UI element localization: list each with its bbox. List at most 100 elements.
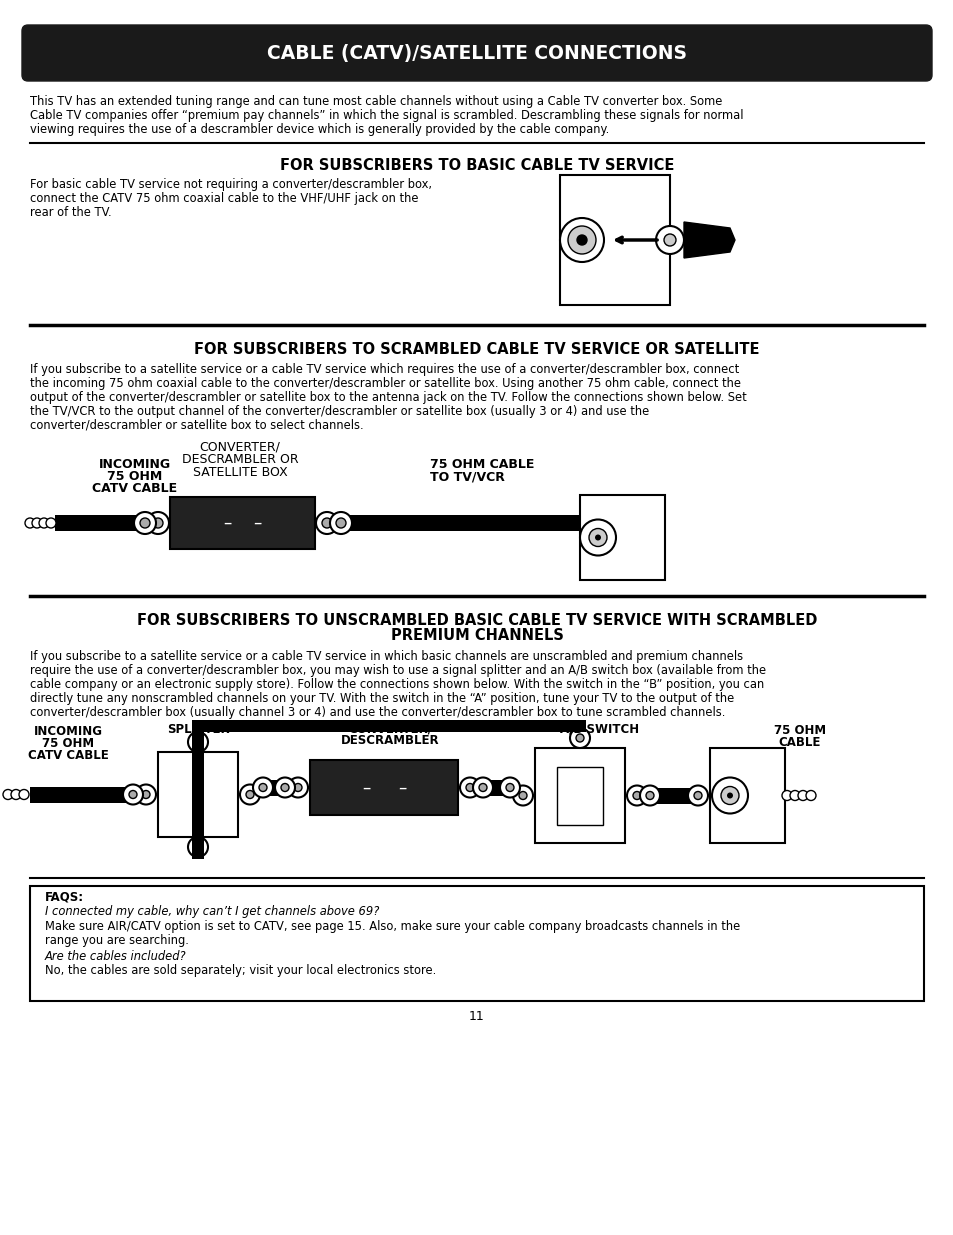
Circle shape xyxy=(129,790,137,799)
Text: –: – xyxy=(223,514,232,532)
Text: CABLE (CATV)/SATELLITE CONNECTIONS: CABLE (CATV)/SATELLITE CONNECTIONS xyxy=(267,43,686,63)
Circle shape xyxy=(288,778,308,798)
Circle shape xyxy=(513,785,533,805)
Circle shape xyxy=(32,517,42,529)
Circle shape xyxy=(246,790,253,799)
Text: the incoming 75 ohm coaxial cable to the converter/descrambler or satellite box.: the incoming 75 ohm coaxial cable to the… xyxy=(30,377,740,390)
Circle shape xyxy=(569,727,589,748)
Text: 75 OHM: 75 OHM xyxy=(773,724,825,737)
Text: CABLE: CABLE xyxy=(778,736,821,748)
Text: A/B SWITCH: A/B SWITCH xyxy=(559,722,639,735)
Circle shape xyxy=(797,790,807,800)
Text: FOR SUBSCRIBERS TO SCRAMBLED CABLE TV SERVICE OR SATELLITE: FOR SUBSCRIBERS TO SCRAMBLED CABLE TV SE… xyxy=(194,342,759,357)
Circle shape xyxy=(518,792,526,799)
Circle shape xyxy=(281,783,289,792)
Text: No, the cables are sold separately; visit your local electronics store.: No, the cables are sold separately; visi… xyxy=(45,965,436,977)
Text: FAQS:: FAQS: xyxy=(45,890,84,903)
Circle shape xyxy=(567,226,596,254)
Text: rear of the TV.: rear of the TV. xyxy=(30,206,112,219)
Text: 11: 11 xyxy=(469,1010,484,1023)
Circle shape xyxy=(656,226,683,254)
Bar xyxy=(30,787,133,803)
Circle shape xyxy=(25,517,35,529)
Circle shape xyxy=(459,778,479,798)
Bar xyxy=(262,779,285,795)
Circle shape xyxy=(805,790,815,800)
Text: FOR SUBSCRIBERS TO BASIC CABLE TV SERVICE: FOR SUBSCRIBERS TO BASIC CABLE TV SERVIC… xyxy=(279,158,674,173)
Text: CONVERTER/: CONVERTER/ xyxy=(348,722,432,735)
FancyBboxPatch shape xyxy=(22,25,931,82)
Circle shape xyxy=(140,517,150,529)
Text: converter/descrambler or satellite box to select channels.: converter/descrambler or satellite box t… xyxy=(30,419,363,432)
Bar xyxy=(481,779,510,795)
Circle shape xyxy=(315,513,337,534)
Bar xyxy=(192,726,204,860)
Circle shape xyxy=(188,732,208,752)
Text: –: – xyxy=(253,514,261,532)
Text: connect the CATV 75 ohm coaxial cable to the VHF/UHF jack on the: connect the CATV 75 ohm coaxial cable to… xyxy=(30,191,418,205)
Circle shape xyxy=(663,233,676,246)
Text: If you subscribe to a satellite service or a cable TV service in which basic cha: If you subscribe to a satellite service … xyxy=(30,650,742,663)
Text: INCOMING: INCOMING xyxy=(99,458,171,471)
Bar xyxy=(30,885,923,1002)
Circle shape xyxy=(711,778,747,814)
Bar xyxy=(170,496,314,550)
Circle shape xyxy=(19,789,29,799)
Circle shape xyxy=(123,784,143,804)
Text: 75 OHM: 75 OHM xyxy=(42,737,94,750)
Bar xyxy=(158,752,237,837)
Bar xyxy=(339,515,579,531)
Circle shape xyxy=(505,783,514,792)
Text: For basic cable TV service not requiring a converter/descrambler box,: For basic cable TV service not requiring… xyxy=(30,178,432,191)
Text: If you subscribe to a satellite service or a cable TV service which requires the: If you subscribe to a satellite service … xyxy=(30,363,739,375)
Text: 75 OHM CABLE: 75 OHM CABLE xyxy=(430,458,534,471)
Circle shape xyxy=(253,778,273,798)
Text: CATV CABLE: CATV CABLE xyxy=(28,748,109,762)
Circle shape xyxy=(240,784,260,804)
Circle shape xyxy=(579,520,616,556)
Circle shape xyxy=(3,789,13,799)
Text: TO TV/VCR: TO TV/VCR xyxy=(430,471,504,483)
Circle shape xyxy=(330,513,352,534)
Circle shape xyxy=(595,535,600,541)
Circle shape xyxy=(781,790,791,800)
Text: CONVERTER/: CONVERTER/ xyxy=(199,440,280,453)
Circle shape xyxy=(133,513,156,534)
Circle shape xyxy=(465,783,474,792)
Circle shape xyxy=(193,844,202,851)
Circle shape xyxy=(322,517,332,529)
Polygon shape xyxy=(683,222,734,258)
Bar xyxy=(579,495,664,580)
Text: cable company or an electronic supply store). Follow the connections shown below: cable company or an electronic supply st… xyxy=(30,678,763,692)
Text: INCOMING: INCOMING xyxy=(33,725,102,739)
Circle shape xyxy=(633,792,640,799)
Text: SATELLITE BOX: SATELLITE BOX xyxy=(193,466,287,479)
Circle shape xyxy=(39,517,49,529)
Text: viewing requires the use of a descrambler device which is generally provided by : viewing requires the use of a descramble… xyxy=(30,124,609,136)
Text: This TV has an extended tuning range and can tune most cable channels without us: This TV has an extended tuning range and… xyxy=(30,95,721,107)
Text: converter/descrambler box (usually channel 3 or 4) and use the converter/descram: converter/descrambler box (usually chann… xyxy=(30,706,724,719)
Circle shape xyxy=(188,837,208,857)
Circle shape xyxy=(11,789,21,799)
Circle shape xyxy=(645,792,654,799)
Text: PREMIUM CHANNELS: PREMIUM CHANNELS xyxy=(390,629,563,643)
Bar xyxy=(55,515,147,531)
Circle shape xyxy=(626,785,646,805)
Text: SPLITTER: SPLITTER xyxy=(167,722,229,736)
Bar xyxy=(535,748,624,844)
Circle shape xyxy=(726,793,732,799)
Circle shape xyxy=(693,792,701,799)
Text: 75 OHM: 75 OHM xyxy=(108,471,162,483)
Circle shape xyxy=(258,783,267,792)
Circle shape xyxy=(152,517,163,529)
Bar xyxy=(557,767,602,825)
Circle shape xyxy=(577,235,586,245)
Circle shape xyxy=(147,513,169,534)
Circle shape xyxy=(499,778,519,798)
Bar xyxy=(192,720,585,732)
Circle shape xyxy=(193,739,202,746)
Circle shape xyxy=(46,517,56,529)
Bar xyxy=(648,788,698,804)
Bar xyxy=(310,760,457,815)
Text: Cable TV companies offer “premium pay channels” in which the signal is scrambled: Cable TV companies offer “premium pay ch… xyxy=(30,109,742,122)
